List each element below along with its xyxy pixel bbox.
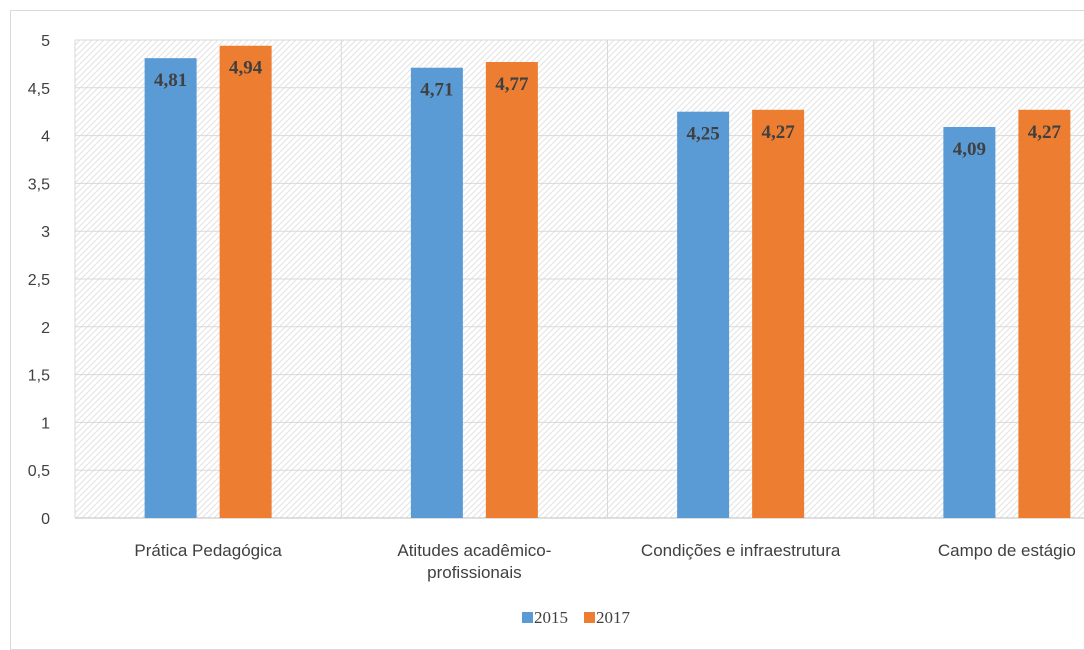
bar-2015 — [677, 111, 730, 518]
x-tick-label: Prática Pedagógica — [134, 541, 282, 560]
legend-label: 2017 — [596, 608, 631, 625]
x-tick-label: Campo de estágio — [938, 541, 1076, 560]
legend: 2015 2017 — [522, 608, 631, 625]
bar-2015 — [943, 126, 996, 518]
bar-2017 — [219, 45, 272, 519]
bar-2015 — [144, 58, 197, 518]
data-label: 4,71 — [420, 80, 453, 101]
legend-swatch — [522, 612, 533, 623]
bars: 4,81 4,94 4,71 4,77 4,25 4,27 4,09 4,27 — [144, 45, 1071, 519]
y-tick-label: 3,5 — [28, 176, 50, 193]
bar-2017 — [752, 109, 805, 519]
y-tick-label: 2 — [41, 320, 50, 337]
data-label: 4,27 — [762, 122, 796, 143]
legend-label: 2015 — [534, 608, 568, 625]
x-tick-label: Condições e infraestrutura — [641, 541, 841, 560]
legend-swatch — [584, 612, 595, 623]
x-tick-label: profissionais — [427, 563, 522, 582]
data-label: 4,81 — [154, 70, 187, 91]
y-tick-label: 3 — [41, 224, 50, 241]
x-axis-ticks: Prática Pedagógica Atitudes acadêmico-pro… — [134, 541, 1075, 582]
data-label: 4,27 — [1028, 122, 1062, 143]
y-axis-ticks: 0 0,5 1 1,5 2 2,5 3 3,5 4 4,5 5 — [28, 33, 50, 528]
y-tick-label: 1,5 — [28, 368, 50, 385]
y-tick-label: 1 — [41, 415, 50, 432]
y-tick-label: 2,5 — [28, 272, 50, 289]
bar-2015 — [410, 67, 463, 518]
y-tick-label: 0 — [41, 511, 50, 528]
data-label: 4,94 — [229, 58, 263, 79]
bar-2017 — [1018, 109, 1071, 519]
y-tick-label: 5 — [41, 33, 50, 50]
bar-2017 — [485, 61, 538, 518]
y-tick-label: 4,5 — [28, 81, 50, 98]
y-tick-label: 4 — [41, 129, 50, 146]
x-tick-label: Atitudes acadêmico- — [397, 541, 551, 560]
data-label: 4,77 — [495, 74, 529, 95]
data-label: 4,09 — [953, 139, 986, 160]
bar-chart: 00,511,522,533,544,55 4,814,944,71 4,774,… — [28, 33, 1084, 625]
data-label: 4,25 — [687, 124, 720, 145]
y-tick-label: 0,5 — [28, 463, 50, 480]
